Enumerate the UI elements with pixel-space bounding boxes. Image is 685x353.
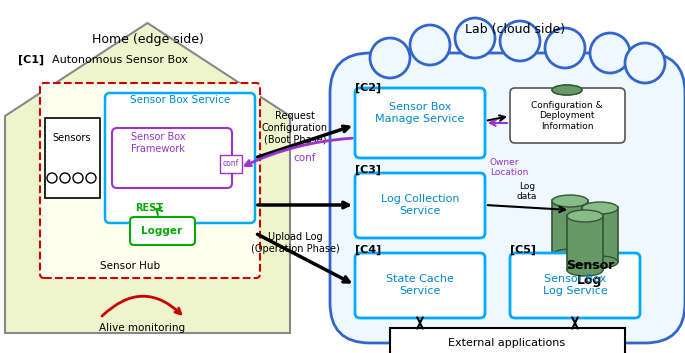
FancyBboxPatch shape [552, 200, 588, 255]
FancyBboxPatch shape [510, 253, 640, 318]
Text: Log Collection
Service: Log Collection Service [381, 194, 459, 216]
Polygon shape [5, 23, 290, 333]
Circle shape [370, 38, 410, 78]
Text: Lab (cloud side): Lab (cloud side) [465, 23, 565, 36]
Text: [C1]: [C1] [18, 55, 44, 65]
Text: Sensor Box
Manage Service: Sensor Box Manage Service [375, 102, 464, 124]
Text: Alive monitoring: Alive monitoring [99, 323, 185, 333]
Circle shape [590, 33, 630, 73]
Text: Sensor Box
Log Service: Sensor Box Log Service [543, 274, 608, 296]
Circle shape [73, 173, 83, 183]
Text: Sensor Box
Framework: Sensor Box Framework [131, 132, 186, 154]
Circle shape [545, 28, 585, 68]
FancyBboxPatch shape [130, 217, 195, 245]
Ellipse shape [552, 85, 582, 95]
Text: Home (edge side): Home (edge side) [92, 33, 203, 46]
Ellipse shape [582, 202, 618, 214]
Text: Log
data: Log data [516, 181, 537, 201]
Circle shape [86, 173, 96, 183]
FancyBboxPatch shape [220, 155, 242, 173]
Circle shape [455, 18, 495, 58]
FancyBboxPatch shape [40, 83, 260, 278]
Text: Owner
Location: Owner Location [490, 158, 528, 178]
FancyBboxPatch shape [45, 118, 100, 198]
Text: REST: REST [135, 203, 163, 213]
FancyBboxPatch shape [105, 93, 255, 223]
Text: conf: conf [223, 160, 239, 168]
Ellipse shape [567, 264, 603, 276]
Text: External applications: External applications [449, 338, 566, 348]
Text: Request
Configuration
(Boot Phase): Request Configuration (Boot Phase) [262, 112, 328, 145]
FancyBboxPatch shape [330, 53, 685, 343]
Text: Sensor Hub: Sensor Hub [100, 261, 160, 271]
FancyBboxPatch shape [582, 207, 618, 262]
Text: Configuration &
Deployment
Information: Configuration & Deployment Information [531, 101, 603, 131]
FancyBboxPatch shape [510, 88, 625, 143]
Ellipse shape [567, 210, 603, 222]
Circle shape [500, 21, 540, 61]
FancyBboxPatch shape [355, 173, 485, 238]
FancyBboxPatch shape [390, 328, 625, 353]
Circle shape [47, 173, 57, 183]
Ellipse shape [582, 256, 618, 268]
FancyBboxPatch shape [355, 253, 485, 318]
Ellipse shape [552, 249, 588, 261]
FancyBboxPatch shape [355, 88, 485, 158]
Circle shape [60, 173, 70, 183]
Text: Sensor Box Service: Sensor Box Service [130, 95, 230, 105]
Text: [C2]: [C2] [355, 83, 381, 93]
Text: [C3]: [C3] [355, 165, 381, 175]
Ellipse shape [552, 85, 582, 95]
Text: [C4]: [C4] [355, 245, 382, 255]
Text: Sensor
Log: Sensor Log [566, 259, 614, 287]
Ellipse shape [552, 195, 588, 207]
Text: Autonomous Sensor Box: Autonomous Sensor Box [52, 55, 188, 65]
Circle shape [625, 43, 665, 83]
FancyBboxPatch shape [567, 215, 603, 270]
Text: conf: conf [294, 153, 316, 163]
Text: State Cache
Service: State Cache Service [386, 274, 454, 296]
Text: Upload Log
(Operation Phase): Upload Log (Operation Phase) [251, 232, 339, 254]
Circle shape [410, 25, 450, 65]
Text: Sensors: Sensors [53, 133, 91, 143]
FancyBboxPatch shape [112, 128, 232, 188]
Text: [C5]: [C5] [510, 245, 536, 255]
Text: Logger: Logger [141, 226, 183, 236]
